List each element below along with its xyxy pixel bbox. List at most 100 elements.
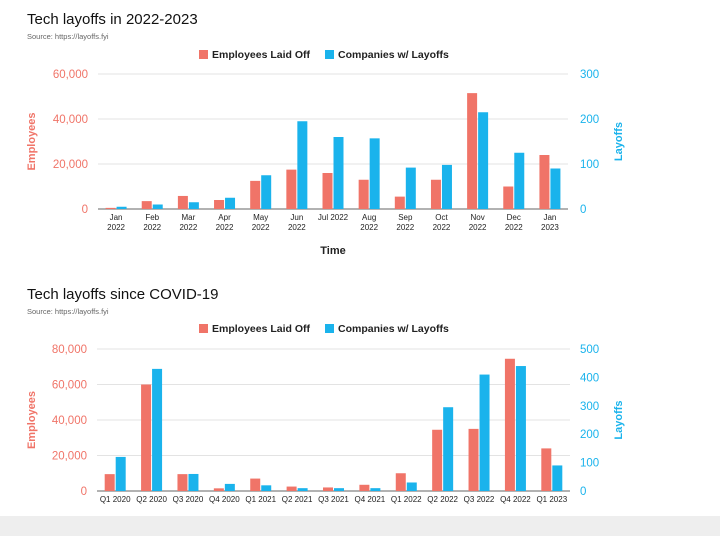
x-tick-label: 2022 [396, 223, 414, 232]
x-tick-label: Feb [145, 213, 159, 222]
y-tick-right: 400 [580, 372, 599, 384]
x-tick-label: Sep [398, 213, 413, 222]
chart-panel-2022-2023: Tech layoffs in 2022-2023 Source: https:… [26, 11, 625, 257]
y-axis-title-right: Layoffs [613, 122, 625, 161]
bar-companies-with-layoffs [479, 374, 490, 491]
x-tick-label: Jan [110, 213, 123, 222]
bar-employees-laid-off [286, 486, 297, 491]
x-tick-label: 2022 [505, 223, 523, 232]
x-tick-label: Q1 2022 [391, 495, 422, 504]
bar-employees-laid-off [177, 195, 188, 209]
x-tick-label: Q2 2020 [136, 495, 167, 504]
x-tick-label: Jul 2022 [318, 213, 349, 222]
y-tick-right: 100 [580, 159, 599, 171]
x-tick-label: Q2 2021 [282, 495, 313, 504]
bar-employees-laid-off [541, 448, 552, 491]
x-tick-label: 2023 [541, 223, 559, 232]
bar-employees-laid-off [539, 155, 550, 209]
bar-companies-with-layoffs [515, 366, 526, 491]
bar-employees-laid-off [323, 487, 333, 491]
legend-swatch-companies [325, 324, 334, 333]
bar-companies-with-layoffs [297, 488, 308, 491]
bar-companies-with-layoffs [224, 483, 235, 491]
x-axis-title: Time [320, 245, 345, 257]
bar-companies-with-layoffs [478, 112, 489, 209]
x-tick-label: Q3 2020 [173, 495, 204, 504]
window-bottom-bar [0, 516, 720, 536]
bar-companies-with-layoffs [550, 168, 561, 209]
bar-employees-laid-off [141, 201, 152, 209]
bar-companies-with-layoffs [370, 488, 381, 491]
y-tick-right: 500 [580, 344, 599, 356]
x-tick-label: Q3 2022 [464, 495, 495, 504]
x-tick-label: 2022 [143, 223, 161, 232]
x-tick-label: 2022 [252, 223, 270, 232]
bar-companies-with-layoffs [188, 202, 199, 209]
x-tick-label: Q4 2021 [355, 495, 386, 504]
x-tick-label: Q4 2022 [500, 495, 531, 504]
bar-companies-with-layoffs [152, 368, 163, 491]
bar-companies-with-layoffs [115, 456, 126, 491]
x-tick-label: May [253, 213, 268, 222]
bar-employees-laid-off [250, 478, 261, 491]
y-tick-left: 20,000 [53, 159, 88, 171]
bar-employees-laid-off [250, 180, 261, 209]
bar-companies-with-layoffs [334, 488, 344, 491]
legend-label-employees: Employees Laid Off [212, 49, 311, 61]
bar-companies-with-layoffs [406, 482, 417, 491]
x-tick-label: 2022 [469, 223, 487, 232]
x-tick-label: Aug [362, 213, 376, 222]
x-tick-label: Q3 2021 [318, 495, 349, 504]
y-tick-left: 0 [82, 204, 88, 216]
bar-employees-laid-off [359, 484, 370, 491]
x-tick-label: 2022 [360, 223, 378, 232]
bar-employees-laid-off [322, 173, 333, 209]
x-tick-label: 2022 [216, 223, 234, 232]
y-tick-right: 100 [580, 458, 599, 470]
x-tick-label: Dec [507, 213, 521, 222]
chart-title: Tech layoffs since COVID-19 [27, 286, 219, 303]
y-tick-right: 200 [580, 114, 599, 126]
chart-source: Source: https://layoffs.fyi [27, 32, 109, 41]
y-tick-left: 60,000 [53, 69, 88, 81]
bar-companies-with-layoffs [188, 473, 199, 491]
legend-swatch-employees [199, 324, 208, 333]
legend-label-companies: Companies w/ Layoffs [338, 323, 449, 335]
bar-employees-laid-off [430, 179, 441, 209]
x-tick-label: Q2 2022 [427, 495, 458, 504]
bar-employees-laid-off [503, 186, 514, 209]
bar-employees-laid-off [395, 473, 406, 491]
bar-employees-laid-off [504, 358, 515, 491]
x-tick-label: Q1 2023 [536, 495, 567, 504]
x-tick-label: 2022 [288, 223, 306, 232]
y-tick-right: 200 [580, 429, 599, 441]
x-tick-label: Q4 2020 [209, 495, 240, 504]
bar-companies-with-layoffs [333, 137, 344, 209]
y-tick-left: 40,000 [52, 415, 87, 427]
y-tick-right: 300 [580, 69, 599, 81]
bar-companies-with-layoffs [514, 152, 525, 209]
x-tick-label: 2022 [433, 223, 451, 232]
legend-label-companies: Companies w/ Layoffs [338, 49, 449, 61]
bar-employees-laid-off [286, 169, 297, 209]
y-tick-left: 0 [81, 486, 87, 498]
bar-companies-with-layoffs [405, 167, 416, 209]
chart-panel-since-covid: Tech layoffs since COVID-19 Source: http… [0, 280, 720, 536]
x-tick-label: Q1 2021 [245, 495, 276, 504]
bar-companies-with-layoffs [261, 175, 272, 209]
x-tick-label: Mar [181, 213, 195, 222]
bar-employees-laid-off [214, 200, 225, 209]
x-tick-label: Oct [435, 213, 448, 222]
bar-companies-with-layoffs [441, 164, 452, 209]
x-tick-label: Nov [470, 213, 484, 222]
bar-employees-laid-off [104, 474, 115, 491]
y-tick-right: 0 [580, 486, 586, 498]
y-axis-title-right: Layoffs [613, 400, 625, 439]
y-tick-left: 60,000 [52, 380, 87, 392]
y-tick-left: 80,000 [52, 344, 87, 356]
bar-chart-since-covid: Employees Laid Off Companies w/ Layoffs 0 2… [26, 323, 625, 531]
x-tick-label: 2022 [179, 223, 197, 232]
bar-companies-with-layoffs [116, 206, 127, 209]
bar-companies-with-layoffs [443, 407, 454, 491]
y-tick-left: 20,000 [52, 451, 87, 463]
